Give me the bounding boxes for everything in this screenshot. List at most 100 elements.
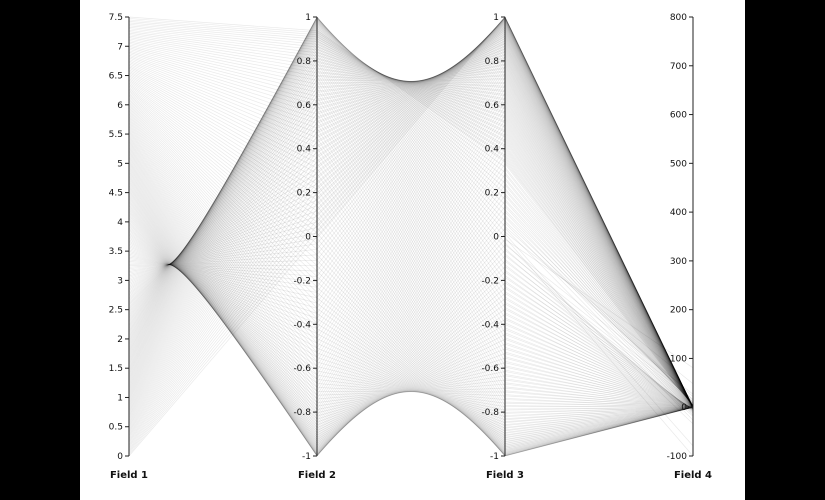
- polyline-276: [128, 51, 694, 408]
- polyline-96: [128, 87, 694, 409]
- polyline-10: [128, 23, 694, 442]
- polyline-157: [128, 225, 694, 408]
- polyline-261: [128, 22, 694, 408]
- tick-label: -0.4: [293, 320, 311, 330]
- polyline-6: [128, 18, 694, 448]
- polyline-46: [128, 35, 694, 407]
- polyline-73: [128, 23, 694, 410]
- polyline-71: [128, 20, 694, 410]
- polyline-270: [128, 40, 694, 408]
- tick-label: 200: [670, 306, 687, 316]
- polyline-283: [128, 41, 694, 407]
- polyline-66: [128, 17, 694, 414]
- polyline-93: [128, 75, 694, 409]
- polyline-233: [128, 38, 694, 408]
- polyline-179: [128, 193, 694, 451]
- polyline-298: [128, 19, 694, 407]
- polyline-135: [128, 258, 694, 451]
- polyline-260: [128, 21, 694, 408]
- polyline-29: [128, 71, 694, 414]
- polyline-41: [128, 48, 694, 407]
- polyline-128: [128, 248, 694, 457]
- polyline-13: [128, 27, 694, 438]
- polyline-127: [128, 243, 694, 457]
- polyline-216: [128, 96, 694, 409]
- polyline-97: [128, 91, 694, 408]
- polyline-1: [128, 16, 694, 455]
- polyline-169: [128, 208, 694, 431]
- polyline-2: [128, 16, 694, 454]
- polyline-104: [128, 122, 694, 425]
- polyline-162: [128, 218, 694, 410]
- polyline-170: [128, 207, 694, 434]
- polyline-99: [128, 100, 694, 410]
- polyline-181: [128, 190, 694, 453]
- polyline-225: [128, 62, 694, 408]
- polyline-153: [128, 231, 694, 408]
- polyline-175: [128, 199, 694, 445]
- axis-3: -1 -0.8 -0.6 -0.4 -0.2 0 0.2 0.4 0.6 0.8 1 Field 3: [481, 13, 524, 481]
- polyline-258: [128, 19, 694, 408]
- polyline-120: [128, 205, 694, 455]
- tick-label: 0: [493, 233, 499, 243]
- polyline-57: [128, 18, 694, 405]
- polyline-142: [128, 247, 694, 439]
- tick-label: 800: [670, 13, 687, 23]
- polyline-83: [128, 43, 694, 409]
- polyline-246: [128, 18, 694, 408]
- polyline-20: [128, 43, 694, 427]
- polyline-171: [128, 205, 694, 436]
- polyline-178: [128, 195, 694, 449]
- polyline-118: [128, 194, 694, 453]
- polyline-212: [128, 114, 694, 420]
- polyline-280: [128, 45, 694, 407]
- polyline-55: [128, 20, 694, 405]
- polyline-26: [128, 61, 694, 419]
- polyline-213: [128, 109, 694, 417]
- polyline-164: [128, 215, 694, 417]
- polyline-9: [128, 21, 694, 444]
- polyline-229: [128, 49, 694, 408]
- polyline-79: [128, 34, 694, 409]
- polyline-265: [128, 29, 694, 408]
- polyline-64: [128, 16, 694, 425]
- tick-label: 0.8: [485, 57, 500, 67]
- polyline-188: [128, 180, 694, 457]
- tick-label: -0.2: [481, 276, 499, 286]
- polyline-125: [128, 232, 694, 457]
- polyline-274: [128, 50, 694, 408]
- polyline-116: [128, 183, 694, 451]
- polyline-77: [128, 29, 694, 409]
- tick-label: 1: [493, 13, 499, 23]
- polyline-17: [128, 36, 694, 432]
- polyline-248: [128, 17, 694, 408]
- polyline-286: [128, 37, 694, 407]
- tick-label: -0.6: [481, 364, 499, 374]
- polyline-3: [128, 17, 694, 452]
- polyline-112: [128, 162, 694, 444]
- polyline-295: [128, 23, 694, 407]
- polyline-176: [128, 198, 694, 446]
- polyline-58: [128, 18, 694, 404]
- polyline-201: [128, 161, 694, 446]
- polyline-279: [128, 47, 694, 407]
- polyline-241: [128, 23, 694, 408]
- polyline-166: [128, 212, 694, 423]
- polyline-44: [128, 40, 694, 407]
- polyline-69: [128, 18, 694, 411]
- polyline-220: [128, 80, 694, 408]
- polyline-292: [128, 28, 694, 407]
- axis-label-2: Field 2: [298, 470, 336, 481]
- polyline-78: [128, 31, 694, 409]
- polyline-161: [128, 220, 694, 407]
- polyline-235: [128, 34, 694, 408]
- polyline-4: [128, 17, 694, 451]
- tick-label: -100: [667, 452, 688, 462]
- polyline-131: [128, 263, 694, 455]
- polyline-43: [128, 42, 694, 407]
- polyline-194: [128, 171, 694, 455]
- tick-label: 5: [117, 159, 123, 169]
- polyline-268: [128, 35, 694, 408]
- polyline-263: [128, 25, 694, 408]
- polyline-47: [128, 33, 694, 407]
